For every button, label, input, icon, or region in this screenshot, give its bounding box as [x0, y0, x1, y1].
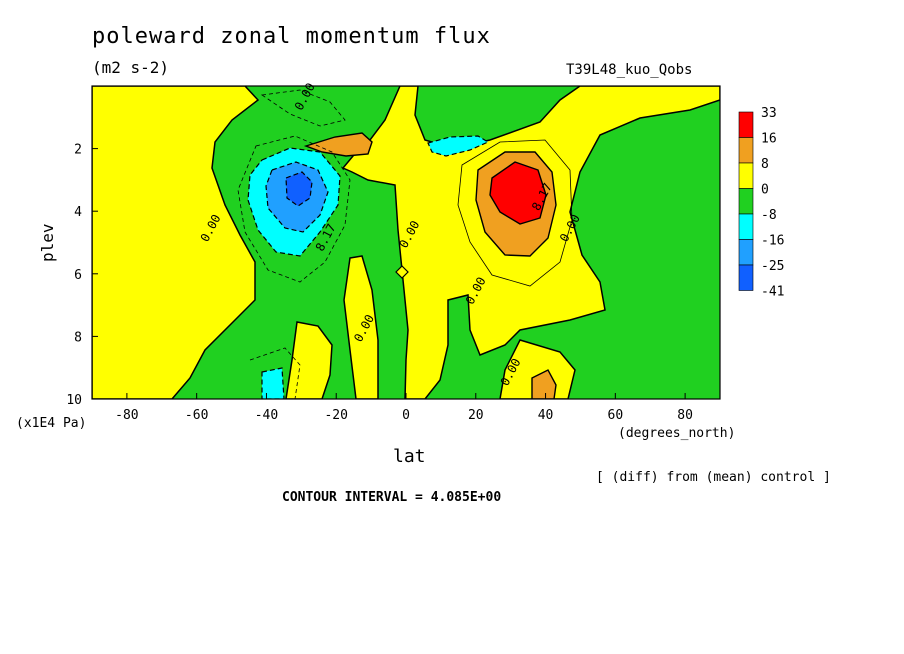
fill-yellow-diamond — [395, 265, 409, 279]
y-tick-label: 10 — [66, 393, 82, 408]
legend-swatch — [738, 213, 754, 240]
legend-swatch — [738, 239, 754, 266]
fill-cyan-streak — [427, 135, 490, 157]
legend-level-label: -25 — [761, 259, 784, 274]
legend-swatch — [738, 188, 754, 215]
y-axis-ticks: 2 4 6 8 10 — [66, 143, 98, 408]
fill-cyan-bottom — [261, 367, 285, 399]
x-axis-unit: (degrees_north) — [618, 426, 736, 441]
chart-title: poleward zonal momentum flux — [92, 24, 491, 49]
legend-level-label: 8 — [761, 157, 769, 172]
contour-interval: CONTOUR INTERVAL = 4.085E+00 — [282, 490, 502, 505]
x-axis-ticks: -80 -60 -40 -20 0 20 40 60 80 — [115, 393, 693, 423]
legend-level-label: 0 — [761, 183, 769, 198]
contour-field — [92, 86, 720, 399]
legend-level-label: 16 — [761, 132, 777, 147]
contour-thin-top — [260, 89, 346, 127]
fill-darkblue-west — [285, 171, 313, 207]
legend-swatch — [738, 264, 754, 291]
x-tick-label: -40 — [255, 408, 278, 423]
diff-note: [ (diff) from (mean) control ] — [596, 470, 831, 485]
x-tick-label: -60 — [185, 408, 208, 423]
x-axis-label: lat — [393, 446, 426, 467]
x-tick-label: 40 — [538, 408, 554, 423]
contour-thin-east — [457, 139, 573, 287]
y-tick-label: 4 — [74, 205, 82, 220]
legend-level-label: -8 — [761, 208, 777, 223]
x-tick-label: 20 — [468, 408, 484, 423]
legend-swatch — [738, 162, 754, 189]
y-tick-label: 6 — [74, 268, 82, 283]
run-label: T39L48_kuo_Qobs — [566, 62, 693, 78]
fill-yellow-west — [92, 86, 260, 399]
x-tick-label: 60 — [608, 408, 624, 423]
color-legend: 33 16 8 0 -8 -16 -25 -41 — [738, 106, 784, 300]
x-tick-label: -20 — [324, 408, 347, 423]
fill-orange-streak — [303, 132, 373, 157]
legend-level-label: 33 — [761, 106, 777, 121]
contour-thin-west — [237, 135, 351, 283]
y-tick-label: 2 — [74, 143, 82, 158]
fill-red-east — [489, 161, 547, 225]
legend-swatch — [738, 137, 754, 164]
legend-swatch — [738, 111, 754, 138]
fill-orange-bottom — [531, 369, 557, 399]
x-tick-label: 80 — [677, 408, 693, 423]
fill-yellow-hump — [285, 321, 333, 399]
x-tick-label: 0 — [402, 408, 410, 423]
chart-units: (m2 s-2) — [92, 58, 170, 77]
x-tick-label: -80 — [115, 408, 138, 423]
fill-yellow-pillar — [343, 255, 379, 399]
legend-level-label: -41 — [761, 285, 784, 300]
y-axis-unit: (x1E4 Pa) — [16, 416, 87, 431]
y-tick-label: 8 — [74, 330, 82, 345]
legend-level-label: -16 — [761, 234, 784, 249]
